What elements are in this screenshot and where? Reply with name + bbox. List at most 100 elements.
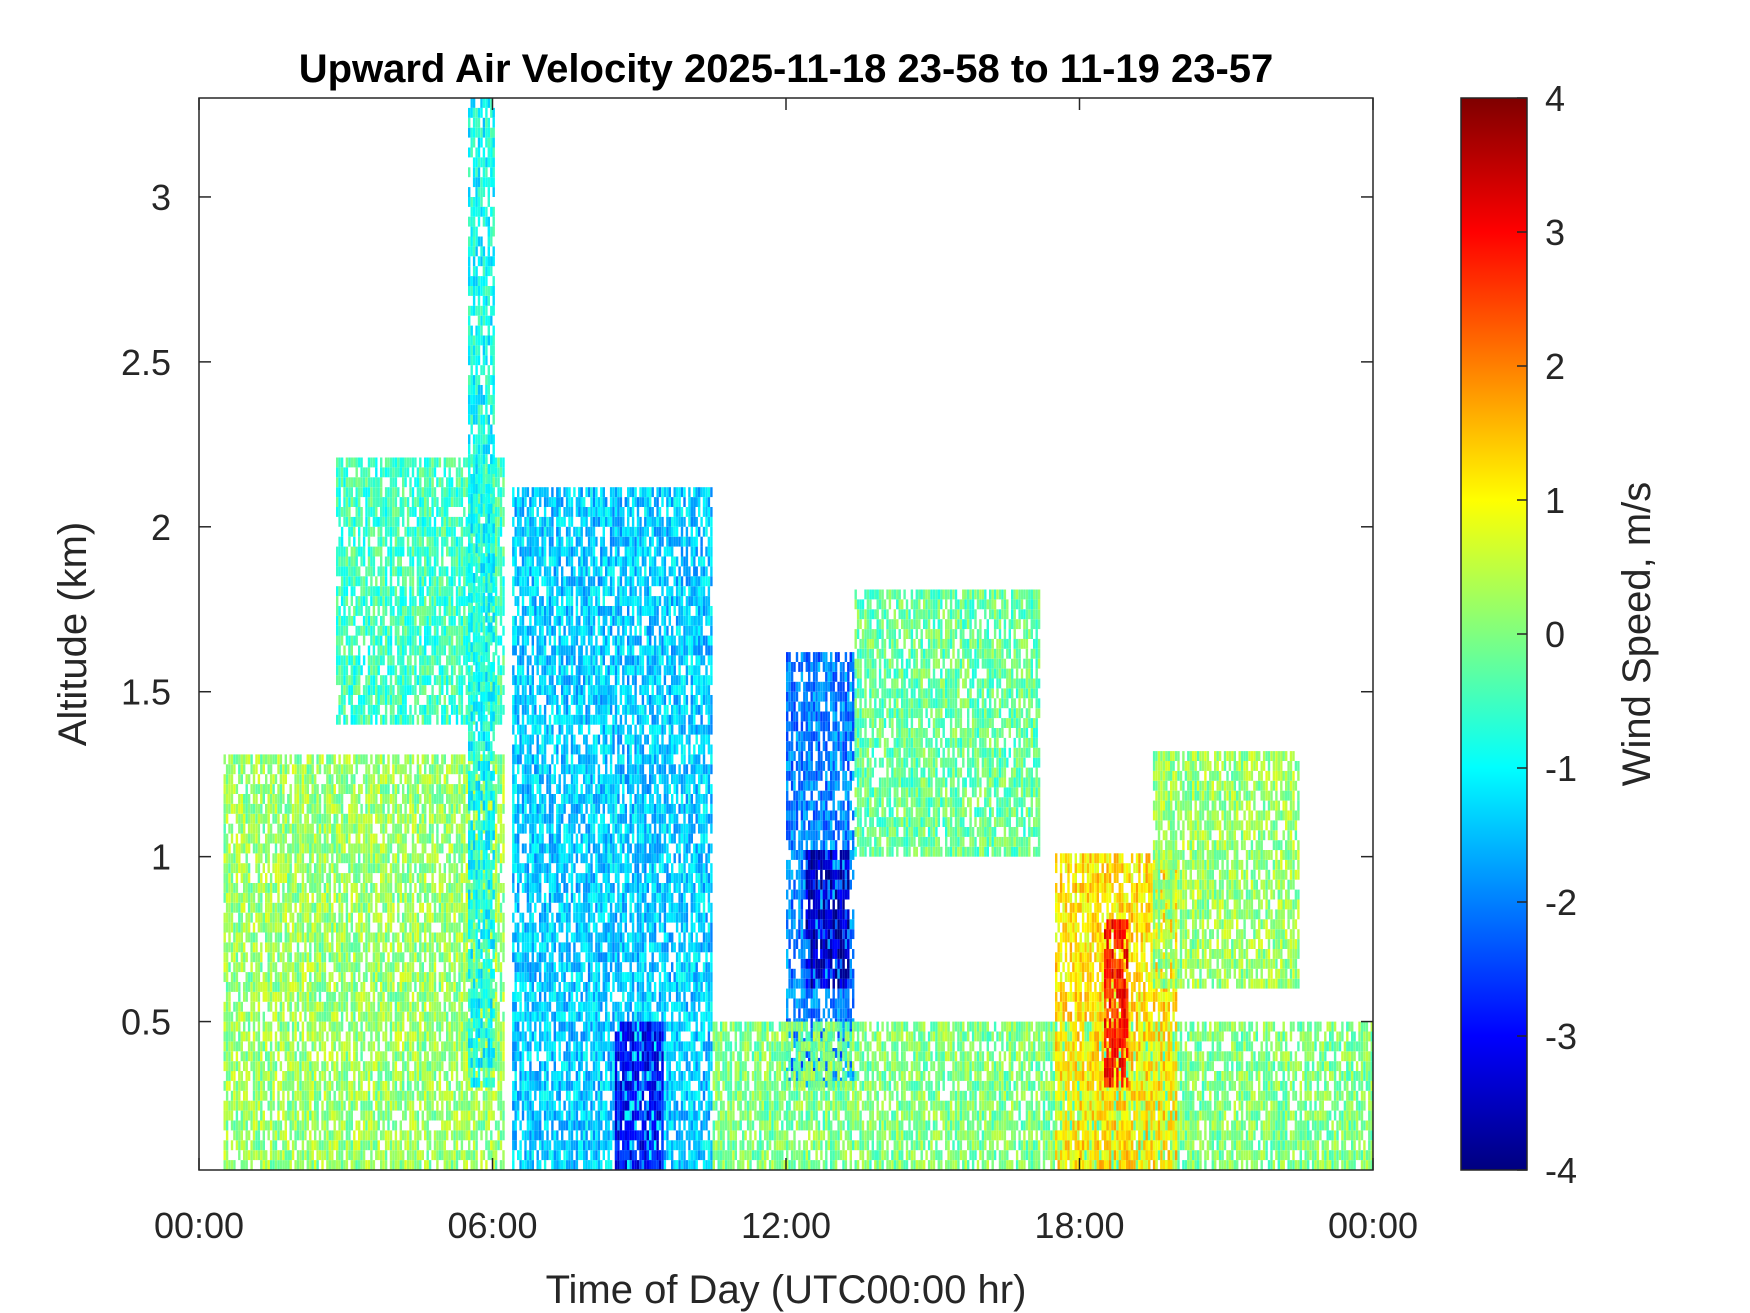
- heatmap-cell: [311, 902, 314, 913]
- heatmap-cell: [414, 685, 417, 695]
- heatmap-cell: [419, 704, 422, 715]
- heatmap-cell: [450, 655, 454, 666]
- heatmap-cell: [453, 902, 456, 913]
- heatmap-cell: [235, 1061, 239, 1072]
- heatmap-cell: [301, 912, 305, 923]
- heatmap-cell: [399, 457, 402, 468]
- heatmap-cell: [316, 1080, 319, 1091]
- heatmap-cell: [265, 902, 268, 913]
- heatmap-cell: [453, 1021, 456, 1032]
- heatmap-cell: [375, 507, 378, 517]
- heatmap-cell: [465, 655, 468, 666]
- heatmap-cell: [355, 843, 358, 854]
- heatmap-cell: [458, 625, 461, 636]
- heatmap-cell: [382, 892, 385, 903]
- heatmap-cell: [463, 972, 466, 982]
- heatmap-cell: [257, 1001, 261, 1012]
- heatmap-cell: [282, 1100, 285, 1111]
- heatmap-cell: [416, 1031, 420, 1042]
- heatmap-cell: [380, 714, 383, 725]
- heatmap-cell: [301, 1080, 305, 1091]
- heatmap-cell: [446, 1100, 449, 1111]
- heatmap-cell: [309, 1011, 312, 1022]
- heatmap-cell: [399, 873, 402, 883]
- heatmap-cell: [233, 1160, 236, 1170]
- heatmap-cell: [389, 774, 393, 785]
- heatmap-cell: [380, 615, 383, 626]
- heatmap-cell: [458, 922, 461, 933]
- heatmap-cell: [409, 586, 412, 597]
- heatmap-cell: [257, 843, 261, 854]
- heatmap-cell: [269, 1100, 273, 1111]
- heatmap-cell: [238, 1090, 241, 1101]
- heatmap-cell: [287, 1031, 290, 1042]
- heatmap-cell: [294, 1051, 297, 1062]
- heatmap-cell: [326, 1110, 329, 1121]
- heatmap-cell: [316, 764, 319, 775]
- heatmap-cell: [406, 873, 410, 883]
- heatmap-cell: [370, 833, 373, 844]
- heatmap-cell: [382, 813, 385, 824]
- heatmap-cell: [402, 1051, 405, 1062]
- heatmap-cell: [402, 1090, 405, 1101]
- heatmap-cell: [326, 873, 329, 883]
- heatmap-cell: [428, 853, 432, 864]
- heatmap-cell: [353, 1080, 356, 1091]
- heatmap-cell: [458, 1001, 461, 1012]
- heatmap-cell: [348, 1090, 351, 1101]
- heatmap-cell: [267, 952, 270, 963]
- heatmap-cell: [419, 982, 422, 992]
- heatmap-cell: [340, 912, 344, 923]
- heatmap-cell: [465, 1110, 468, 1121]
- heatmap-cell: [421, 507, 424, 517]
- heatmap-cell: [419, 625, 422, 636]
- heatmap-cell: [502, 1160, 505, 1170]
- heatmap-cell: [350, 1110, 353, 1121]
- heatmap-cell: [448, 497, 451, 507]
- heatmap-cell: [421, 813, 424, 824]
- heatmap-cell: [441, 685, 444, 695]
- heatmap-cell: [426, 1051, 429, 1062]
- heatmap-cell: [375, 803, 378, 814]
- heatmap-cell: [380, 477, 383, 488]
- heatmap-cell: [426, 546, 429, 557]
- heatmap-cell: [382, 645, 385, 656]
- heatmap-cell: [441, 1090, 444, 1101]
- heatmap-cell: [311, 982, 314, 992]
- heatmap-cell: [353, 902, 356, 913]
- heatmap-cell: [448, 883, 451, 893]
- heatmap-cell: [323, 813, 327, 824]
- heatmap-cell: [438, 645, 442, 656]
- heatmap-cell: [497, 932, 500, 943]
- heatmap-cell: [433, 675, 437, 686]
- heatmap-cell: [384, 774, 388, 785]
- heatmap-cell: [421, 823, 424, 834]
- heatmap-cell: [465, 932, 468, 943]
- heatmap-cell: [277, 853, 280, 864]
- heatmap-cell: [255, 1130, 258, 1141]
- heatmap-cell: [338, 794, 341, 804]
- heatmap-cell: [497, 813, 500, 824]
- heatmap-cell: [225, 803, 229, 814]
- heatmap-cell: [458, 655, 461, 666]
- heatmap-cell: [367, 665, 371, 676]
- heatmap-cell: [384, 536, 388, 547]
- heatmap-cell: [252, 902, 256, 913]
- heatmap-cell: [240, 873, 243, 883]
- heatmap-cell: [257, 1120, 261, 1131]
- heatmap-cell: [392, 784, 395, 794]
- heatmap-cell: [465, 863, 468, 874]
- heatmap-cell: [343, 873, 346, 883]
- heatmap-cell: [384, 1011, 388, 1022]
- heatmap-cell: [289, 991, 292, 1002]
- heatmap-cell: [465, 477, 468, 488]
- heatmap-cell: [360, 477, 363, 488]
- heatmap-cell: [402, 843, 405, 854]
- heatmap-cell: [345, 635, 349, 646]
- heatmap-cell: [336, 1130, 339, 1141]
- heatmap-cell: [465, 615, 468, 626]
- heatmap-cell: [328, 774, 331, 785]
- heatmap-cell: [463, 477, 466, 488]
- heatmap-cell: [345, 922, 349, 933]
- heatmap-cell: [450, 863, 454, 874]
